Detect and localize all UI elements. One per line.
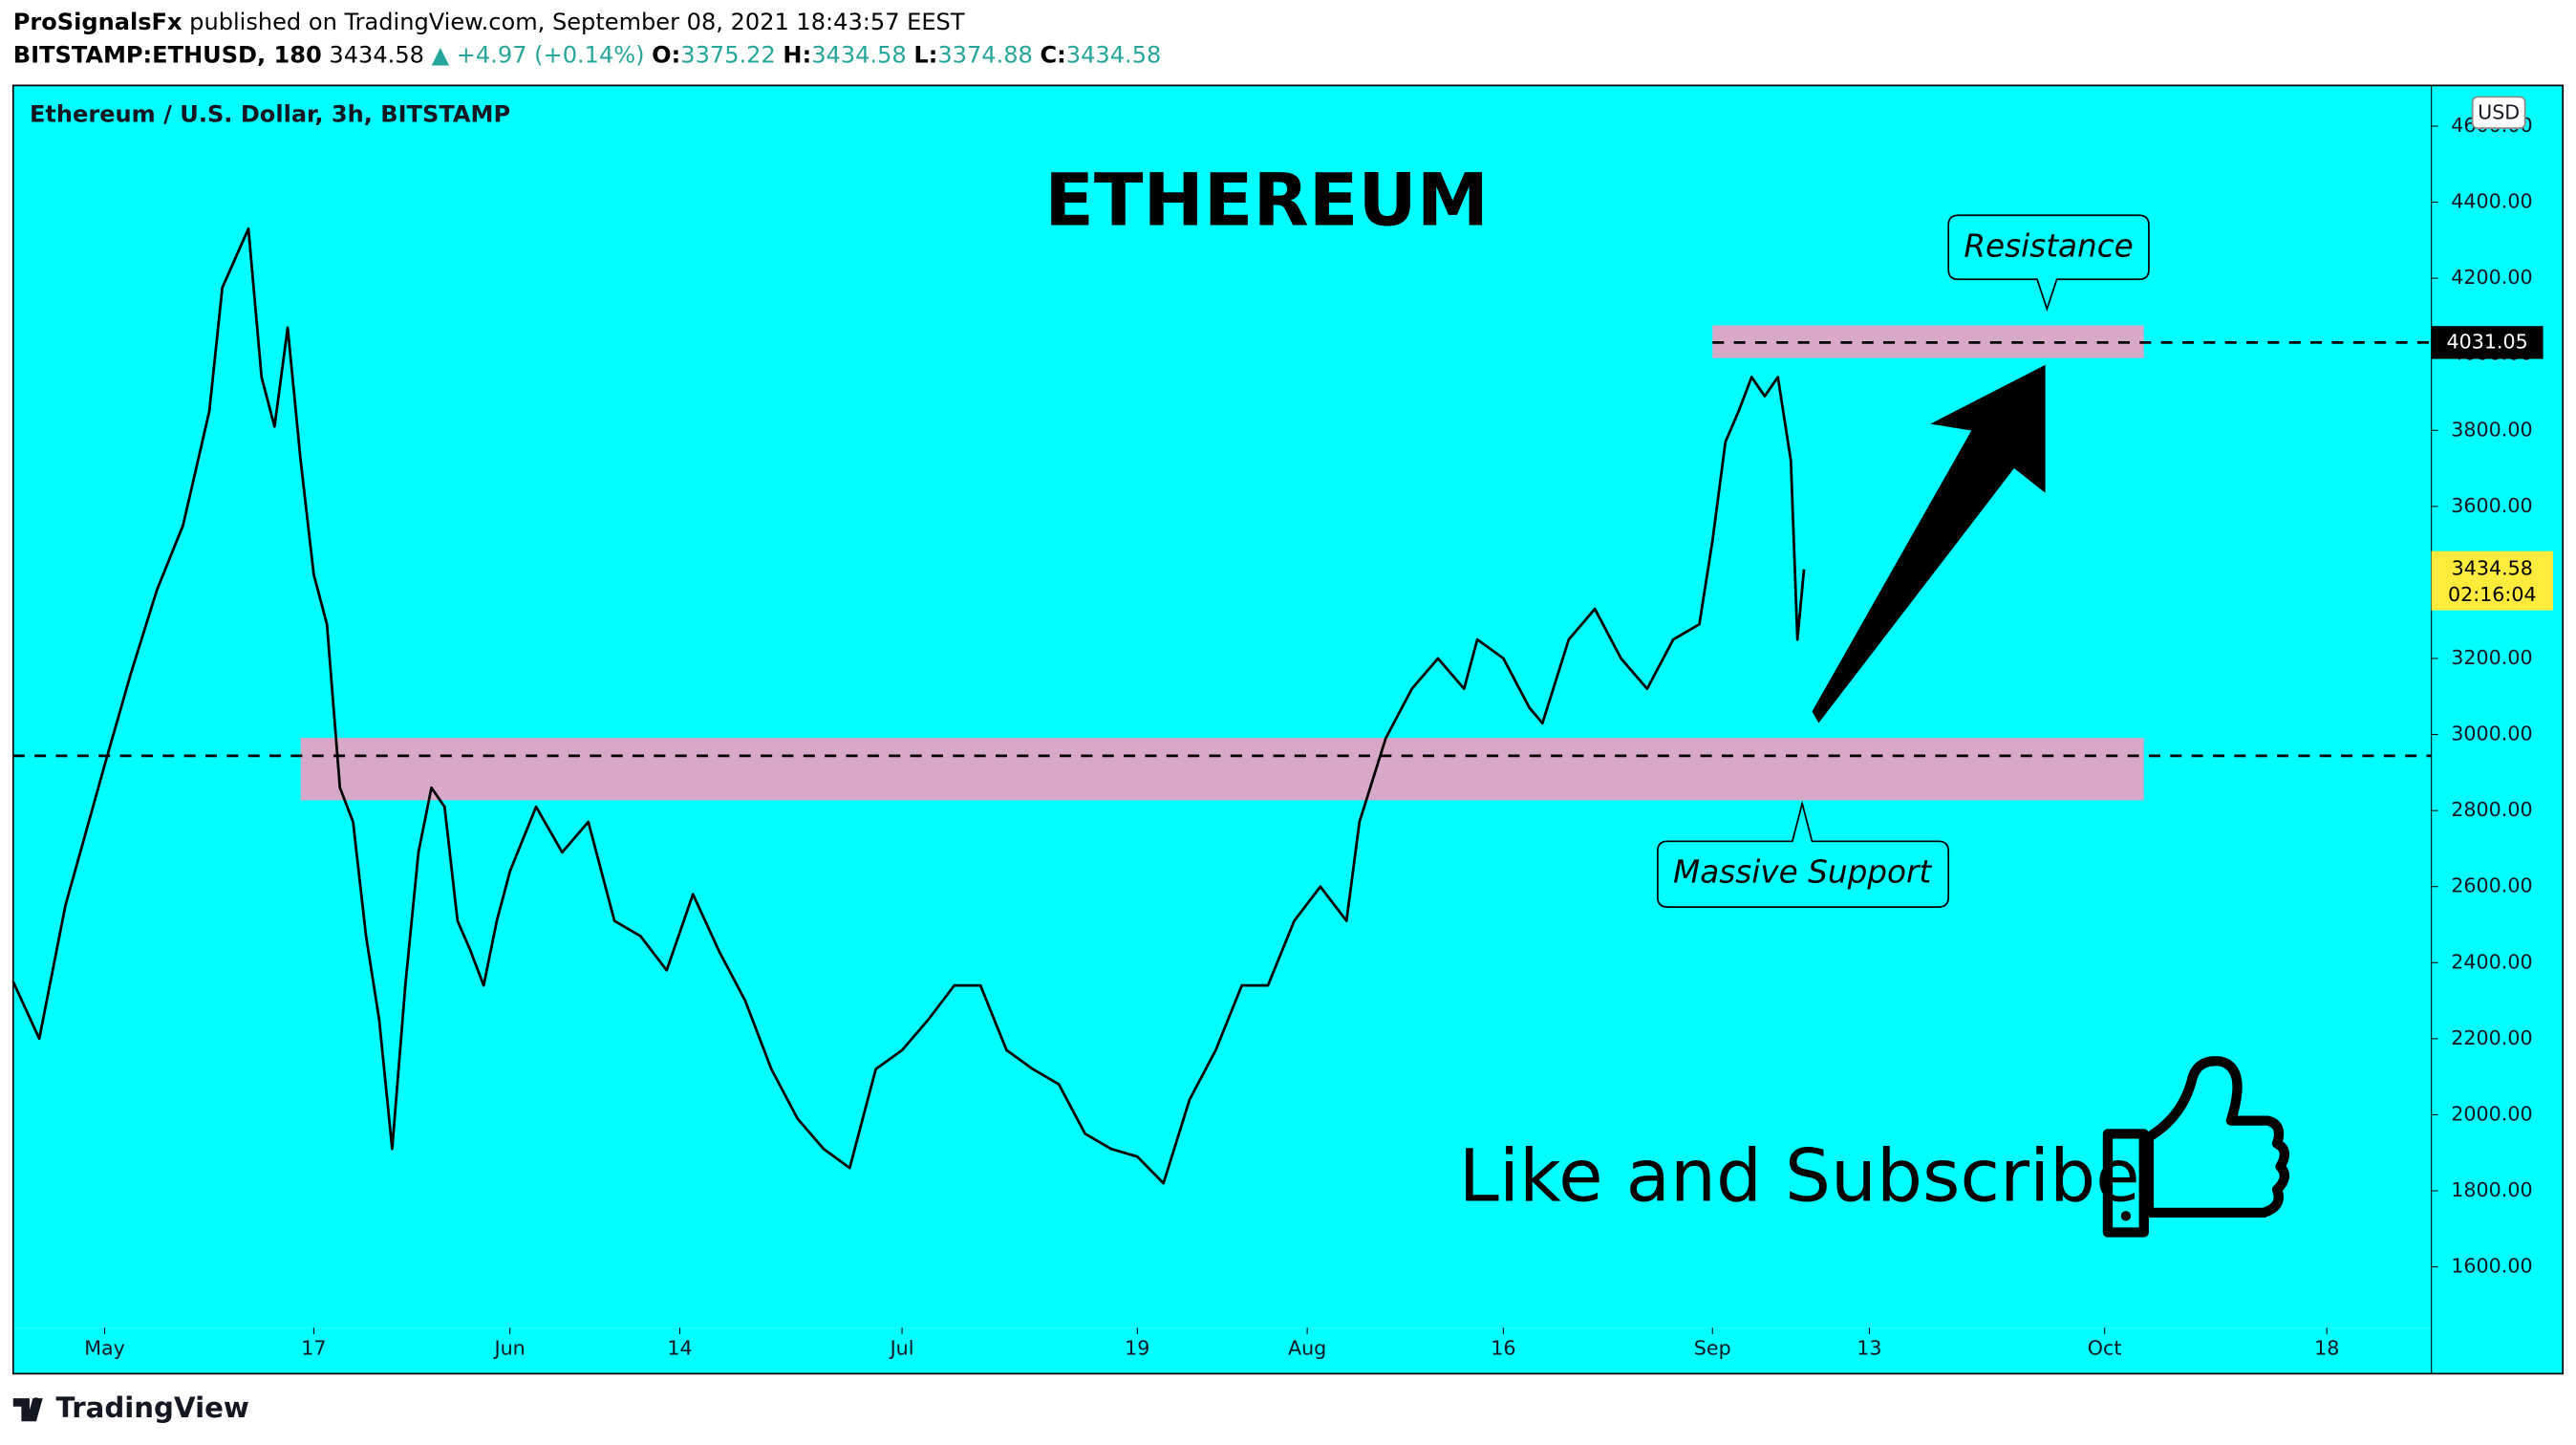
h-label: H: (783, 41, 811, 68)
x-tick-label: May (84, 1337, 125, 1360)
y-tick-label: 4200.00 (2451, 266, 2532, 289)
currency-label: USD (2478, 101, 2520, 124)
countdown-label: 02:16:04 (2448, 583, 2537, 606)
x-tick-label: Oct (2088, 1337, 2122, 1360)
thumb-icon (2102, 1056, 2289, 1238)
l-label: L: (913, 41, 937, 68)
symbol-line: BITSTAMP:ETHUSD, 180 3434.58 ▲ +4.97 (+0… (13, 41, 1162, 68)
support-zone (300, 738, 2144, 801)
published: published on TradingView.com, September … (189, 9, 965, 35)
resistance-label: Resistance (1964, 228, 2133, 265)
y-tick-label: 3200.00 (2451, 646, 2532, 669)
y-tick-label: 2000.00 (2451, 1102, 2532, 1125)
cta-text: Like and Subscribe (1459, 1134, 2140, 1219)
support-label: Massive Support (1673, 854, 1932, 891)
y-tick-label: 3000.00 (2451, 722, 2532, 745)
l: 3374.88 (937, 41, 1033, 68)
last-price-tag (2431, 550, 2553, 611)
axis-bg (2431, 85, 2564, 1374)
y-tick-label: 2800.00 (2451, 798, 2532, 821)
footer-logo: TradingView (12, 1391, 249, 1424)
o-label: O: (652, 41, 680, 68)
x-tick-label: 16 (1491, 1337, 1515, 1360)
arrow (1812, 364, 2046, 723)
y-tick-label: 2400.00 (2451, 950, 2532, 973)
price-line (11, 226, 1806, 1185)
time-axis-bg (12, 1327, 2432, 1374)
x-tick-label: 13 (1857, 1337, 1881, 1360)
y-tick-label: 2200.00 (2451, 1026, 2532, 1049)
c-label: C: (1041, 41, 1066, 68)
x-tick-label: Aug (1288, 1337, 1326, 1360)
chart: 1600.00 1800.00 2000.00 2200.00 2400.00 2600.… (11, 84, 2565, 1375)
footer-brand: TradingView (55, 1391, 248, 1424)
x-tick-label: 14 (667, 1337, 692, 1360)
support-callout (1656, 800, 1950, 908)
publish-line: ProSignalsFx published on TradingView.co… (13, 9, 965, 35)
x-tick-label: Jun (493, 1337, 526, 1360)
x-tick-label: 17 (301, 1337, 326, 1360)
x-tick-label: Jul (889, 1337, 914, 1360)
y-tick-label: 3600.00 (2451, 494, 2532, 517)
y-tick-label: 2600.00 (2451, 874, 2532, 897)
x-tick-label: Sep (1694, 1337, 1731, 1360)
thumb-dot (2120, 1211, 2132, 1221)
x-tick-label: 18 (2314, 1337, 2339, 1360)
y-tick-label: 4400.00 (2451, 190, 2532, 213)
x-tick-label: 19 (1125, 1337, 1149, 1360)
h: 3434.58 (811, 41, 907, 68)
resistance-callout (1947, 214, 2150, 312)
y-tick-label: 3800.00 (2451, 418, 2532, 441)
resistance-tag-label: 4031.05 (2446, 330, 2527, 353)
price: 3434.58 (329, 41, 424, 68)
symbol: BITSTAMP:ETHUSD, 180 (13, 41, 322, 68)
change: ▲ +4.97 (+0.14%) (432, 41, 645, 68)
publisher: ProSignalsFx (13, 9, 182, 35)
frame (11, 84, 2565, 1375)
y-tick-label: 1600.00 (2451, 1255, 2532, 1278)
chart-title: ETHEREUM (1044, 158, 1489, 242)
currency-badge (2471, 96, 2526, 129)
plot-bg (12, 85, 2432, 1328)
o: 3375.22 (680, 41, 776, 68)
last-price-label: 3434.58 (2452, 557, 2533, 580)
legend-title: Ethereum / U.S. Dollar, 3h, BITSTAMP (30, 100, 510, 127)
y-tick-label: 1800.00 (2451, 1178, 2532, 1201)
resistance-tag (2431, 326, 2544, 359)
c: 3434.58 (1066, 41, 1162, 68)
